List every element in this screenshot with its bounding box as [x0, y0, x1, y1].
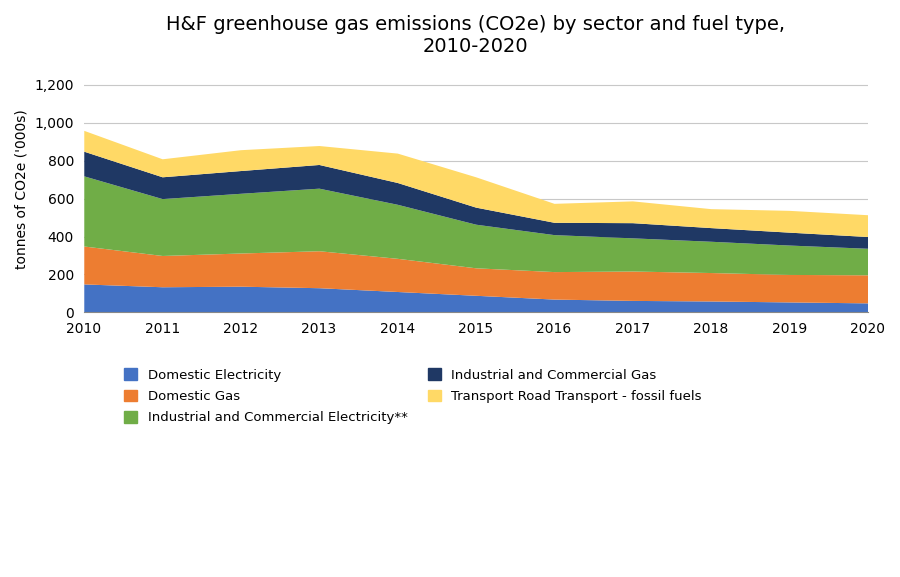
Legend: Domestic Electricity, Domestic Gas, Industrial and Commercial Electricity**, Ind: Domestic Electricity, Domestic Gas, Indu… — [124, 368, 702, 424]
Title: H&F greenhouse gas emissions (CO2e) by sector and fuel type,
2010-2020: H&F greenhouse gas emissions (CO2e) by s… — [166, 15, 785, 56]
Y-axis label: tonnes of CO2e ('000s): tonnes of CO2e ('000s) — [15, 109, 29, 269]
